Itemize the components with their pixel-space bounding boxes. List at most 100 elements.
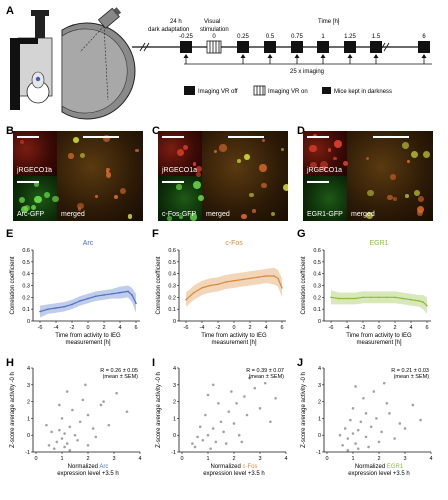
cell-spot — [197, 195, 204, 202]
panel-label-d: D — [297, 125, 305, 137]
x-axis-label: Normalized Arc — [68, 464, 109, 470]
x-tick-label: 6 — [134, 325, 137, 331]
cell-spot — [320, 161, 328, 170]
scatter-point — [380, 430, 383, 434]
panel-label-i: I — [152, 357, 155, 369]
y-tick-label: 0 — [27, 319, 30, 325]
scatter-point — [375, 417, 378, 420]
stats-r: R = 0.26 ± 0.05 — [100, 368, 138, 374]
data-point — [273, 275, 275, 277]
scatter-point — [351, 432, 355, 435]
data-point — [354, 297, 356, 300]
mean-line — [330, 296, 428, 307]
y-tick-label: 3 — [318, 383, 321, 389]
label-imaging-count: 25 x imaging — [290, 69, 324, 75]
data-point — [217, 283, 219, 286]
data-point — [127, 290, 129, 293]
cell-spot — [219, 144, 227, 152]
imaging-box-vr-off — [317, 41, 329, 53]
imaging-box-vr-off — [370, 41, 382, 53]
legend-swatch-vr-on — [253, 85, 266, 96]
data-point — [422, 301, 424, 303]
y-tick-label: 0.6 — [313, 248, 321, 254]
data-point — [225, 281, 227, 283]
scatter-point — [219, 420, 223, 424]
y-axis-label: Z-score average activity -0 h — [156, 372, 162, 448]
data-point — [55, 307, 57, 309]
scatter-point — [235, 401, 238, 405]
arrow-head — [347, 54, 353, 58]
data-point — [265, 275, 267, 277]
arrow-head — [240, 54, 246, 58]
data-point — [410, 298, 412, 301]
y-tick-label: 0 — [318, 433, 321, 439]
y-tick-label: 0.4 — [313, 272, 321, 278]
y-tick-label: 0.4 — [22, 272, 30, 278]
cell-spot — [313, 133, 318, 138]
x-tick-label: 2 — [248, 325, 251, 331]
cell-spot — [20, 205, 29, 214]
arrow-head — [267, 54, 273, 58]
scatter-point — [346, 437, 350, 440]
scatter-point — [193, 445, 197, 449]
scatter-point — [45, 423, 48, 427]
scatter-point — [68, 449, 72, 452]
x-axis-label: Normalized EGR1 — [355, 464, 404, 470]
scatter-point — [388, 412, 391, 415]
micro-panel-d: jRGECO1a EGR1-GFP merged — [303, 131, 433, 221]
panel-label-e: E — [6, 228, 13, 240]
panel-label-a: A — [6, 5, 14, 17]
data-point — [257, 276, 259, 279]
x-tick-label: 0 — [232, 325, 235, 331]
scatter-point — [201, 438, 205, 442]
scatter-point — [86, 413, 90, 417]
panel-label-j: J — [297, 357, 303, 369]
line-chart-f: c-Fos 0 0.1 0.2 0.3 0.4 0.5 0.6 -6 -4 -2 0 2 4 6 Time f… — [156, 240, 286, 346]
scatter-point — [385, 401, 389, 405]
cell-spot — [390, 174, 396, 180]
x-tick-label: -4 — [200, 325, 205, 331]
cell-spot — [182, 144, 189, 151]
y-axis-label: Correlation coefficient — [156, 256, 162, 314]
y-tick-label: 1 — [27, 416, 30, 422]
scatter-point — [196, 435, 199, 439]
x-tick-label: 4 — [429, 456, 432, 462]
scatter-point — [211, 427, 215, 430]
scatter-point — [84, 383, 87, 387]
x-tick-label: -2 — [216, 325, 221, 331]
cell-spot — [236, 159, 241, 163]
y-tick-label: 3 — [27, 383, 30, 389]
y-tick-label: 0.2 — [313, 295, 321, 301]
scatter-point — [359, 420, 363, 424]
cell-spot — [19, 197, 26, 204]
scatter-point — [230, 390, 233, 393]
cell-spot — [103, 135, 111, 142]
imaging-box-vr-off — [291, 41, 303, 53]
data-point — [370, 296, 372, 299]
cell-spot — [259, 164, 267, 172]
cell-spot — [401, 142, 409, 150]
arrow-head — [294, 54, 300, 58]
x-axis-label-line2: expression level +3.5 h — [348, 471, 410, 477]
cell-spot — [178, 215, 183, 220]
data-point — [241, 278, 243, 281]
y-tick-label: 1 — [318, 416, 321, 422]
y-tick-label: 0.3 — [22, 284, 30, 290]
cell-spot — [44, 192, 51, 199]
scatter-point — [55, 440, 59, 444]
scatter-point — [76, 438, 79, 442]
x-axis-label-line2: measurement [h] — [211, 340, 256, 346]
scatter-point — [419, 418, 422, 422]
scatter-point — [60, 437, 64, 440]
cell-spot — [167, 216, 172, 221]
scale-bar — [83, 136, 119, 138]
x-tick-label: 4 — [138, 456, 141, 462]
label-stimulation: stimulation — [200, 27, 229, 33]
panel-label-h: H — [6, 357, 14, 369]
y-tick-label: 0.2 — [168, 295, 176, 301]
cell-spot — [119, 187, 126, 194]
scale-bar — [17, 136, 39, 138]
x-tick-label: 1 — [351, 456, 354, 462]
y-tick-label: 0.3 — [313, 284, 321, 290]
